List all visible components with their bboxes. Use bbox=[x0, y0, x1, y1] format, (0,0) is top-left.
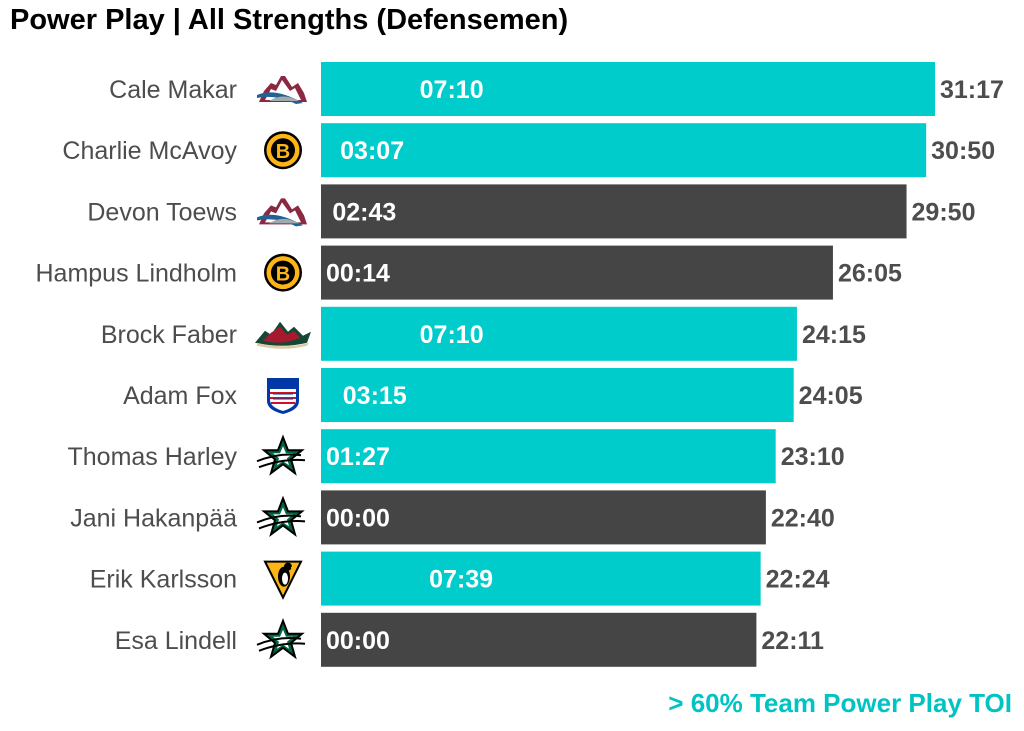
player-name-label: Hampus Lindholm bbox=[36, 260, 238, 288]
player-name-label: Erik Karlsson bbox=[90, 566, 237, 594]
new-york-rangers-logo bbox=[266, 377, 300, 415]
pp-toi-label: 07:10 bbox=[420, 76, 484, 104]
legend-note: > 60% Team Power Play TOI bbox=[668, 688, 1012, 718]
bar-row: Brock Faber 07:10 24:15 bbox=[101, 306, 866, 361]
player-name-label: Devon Toews bbox=[87, 198, 237, 226]
toi-bar bbox=[321, 612, 757, 667]
total-toi-label: 22:24 bbox=[766, 566, 830, 594]
pp-toi-label: 03:15 bbox=[343, 382, 407, 410]
pp-toi-label: 02:43 bbox=[332, 198, 396, 226]
dallas-stars-logo bbox=[256, 436, 306, 475]
pp-toi-label: 07:39 bbox=[429, 566, 493, 594]
bar-row: Cale Makar 07:10 31:17 bbox=[109, 62, 1004, 116]
pp-toi-label: 00:14 bbox=[326, 260, 390, 288]
pp-toi-label: 07:10 bbox=[420, 321, 484, 349]
toi-bar bbox=[321, 551, 761, 606]
pp-toi-label: 00:00 bbox=[326, 504, 390, 532]
total-toi-label: 26:05 bbox=[838, 260, 902, 288]
total-toi-label: 24:15 bbox=[802, 321, 866, 349]
total-toi-label: 24:05 bbox=[799, 382, 863, 410]
bar-row: Esa Lindell 00:00 22:11 bbox=[115, 612, 824, 667]
player-name-label: Thomas Harley bbox=[68, 443, 238, 471]
player-name-label: Esa Lindell bbox=[115, 627, 237, 655]
toi-bar bbox=[321, 62, 935, 116]
toi-bar bbox=[321, 429, 776, 484]
minnesota-wild-logo bbox=[255, 321, 311, 349]
total-toi-label: 29:50 bbox=[912, 198, 976, 226]
bar-row: Hampus Lindholm 00:14 26:05 bbox=[36, 245, 902, 300]
toi-bar bbox=[321, 368, 794, 422]
toi-bar bbox=[321, 490, 766, 545]
pp-toi-label: 03:07 bbox=[340, 137, 404, 165]
player-name-label: Adam Fox bbox=[123, 382, 237, 410]
pp-toi-label: 00:00 bbox=[326, 627, 390, 655]
boston-bruins-logo bbox=[264, 253, 302, 292]
bar-row: Jani Hakanpää 00:00 22:40 bbox=[70, 490, 835, 545]
toi-bar bbox=[321, 245, 833, 300]
player-name-label: Brock Faber bbox=[101, 321, 237, 349]
total-toi-label: 31:17 bbox=[940, 76, 1004, 104]
player-name-label: Jani Hakanpää bbox=[70, 504, 237, 532]
total-toi-label: 23:10 bbox=[781, 443, 845, 471]
bar-row: Adam Fox 03:15 24:05 bbox=[123, 368, 863, 422]
bar-row: Charlie McAvoy 03:07 30:50 bbox=[62, 123, 995, 178]
bar-row: Erik Karlsson 07:39 22:24 bbox=[90, 551, 830, 606]
player-name-label: Charlie McAvoy bbox=[62, 137, 237, 165]
toi-bar bbox=[321, 184, 907, 239]
dallas-stars-logo bbox=[256, 619, 306, 658]
pp-toi-label: 01:27 bbox=[326, 443, 390, 471]
pittsburgh-penguins-logo bbox=[264, 560, 302, 599]
boston-bruins-logo bbox=[264, 131, 302, 170]
bar-row: Devon Toews 02:43 29:50 bbox=[87, 184, 976, 239]
colorado-avalanche-logo bbox=[257, 76, 307, 104]
bar-row: Thomas Harley 01:27 23:10 bbox=[68, 429, 845, 484]
toi-bar bbox=[321, 306, 797, 361]
total-toi-label: 22:11 bbox=[761, 627, 824, 655]
toi-bar bbox=[321, 123, 927, 178]
player-name-label: Cale Makar bbox=[109, 76, 237, 104]
dallas-stars-logo bbox=[256, 497, 306, 536]
total-toi-label: 30:50 bbox=[931, 137, 995, 165]
chart-title: Power Play | All Strengths (Defensemen) bbox=[10, 4, 569, 36]
colorado-avalanche-logo bbox=[257, 198, 307, 227]
total-toi-label: 22:40 bbox=[771, 504, 835, 532]
